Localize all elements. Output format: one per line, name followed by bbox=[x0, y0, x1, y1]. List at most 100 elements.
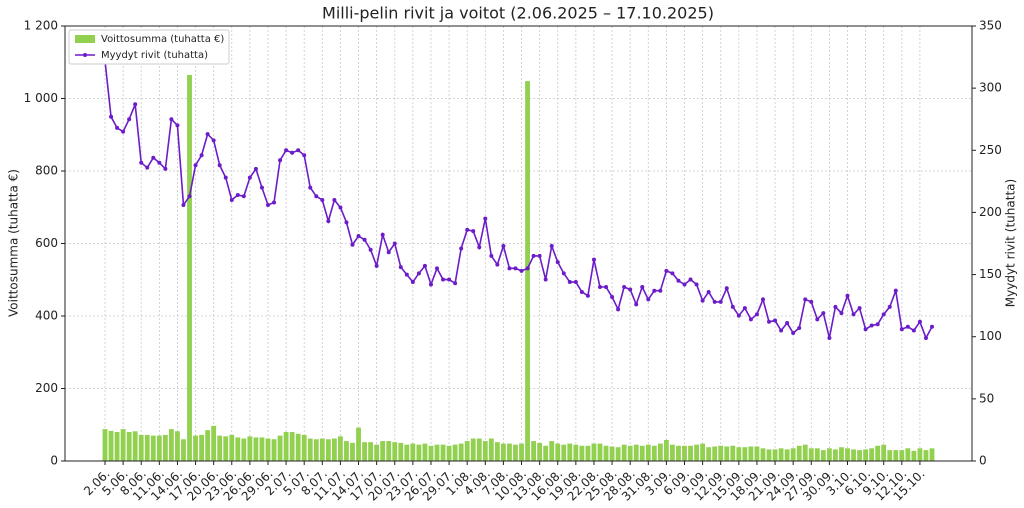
line-point bbox=[779, 328, 784, 333]
line-point bbox=[115, 125, 120, 130]
line-point bbox=[869, 323, 874, 328]
line-point bbox=[875, 322, 880, 327]
line-point bbox=[284, 148, 289, 153]
bar bbox=[754, 446, 760, 461]
bar bbox=[760, 448, 766, 461]
bar bbox=[826, 448, 832, 461]
line-point bbox=[259, 185, 264, 190]
bar bbox=[277, 435, 283, 461]
bar bbox=[156, 435, 162, 461]
line-point bbox=[706, 289, 711, 294]
line-point bbox=[573, 280, 578, 285]
bar bbox=[543, 445, 549, 461]
bar bbox=[500, 443, 506, 461]
line-point bbox=[718, 299, 723, 304]
line-point bbox=[561, 271, 566, 276]
bar bbox=[670, 444, 675, 461]
bar bbox=[591, 443, 597, 461]
bar bbox=[331, 438, 337, 461]
bar bbox=[537, 442, 543, 461]
bar bbox=[851, 449, 856, 461]
line-point bbox=[923, 335, 928, 340]
line-point bbox=[169, 117, 174, 122]
bar bbox=[845, 448, 850, 461]
bar bbox=[507, 443, 512, 461]
line-point bbox=[217, 163, 222, 168]
line-point bbox=[785, 321, 790, 326]
line-point bbox=[193, 163, 198, 168]
line-point bbox=[646, 297, 651, 302]
line-point bbox=[320, 198, 325, 202]
bar bbox=[193, 435, 198, 461]
bar bbox=[132, 431, 138, 461]
line-point bbox=[712, 299, 717, 304]
line-point bbox=[760, 297, 765, 302]
bar bbox=[688, 445, 693, 461]
line-point bbox=[278, 158, 283, 163]
line-point bbox=[392, 241, 397, 246]
bar bbox=[639, 445, 645, 461]
line-point bbox=[519, 268, 524, 273]
line-point bbox=[151, 155, 156, 160]
line-point bbox=[917, 319, 922, 324]
legend: Voittosumma (tuhatta €) Myydyt rivit (tuh… bbox=[68, 29, 230, 65]
line-point bbox=[688, 277, 693, 282]
line-point bbox=[730, 304, 735, 309]
line-point bbox=[616, 307, 621, 312]
bar bbox=[700, 443, 706, 461]
bar bbox=[114, 432, 120, 461]
line-point bbox=[881, 312, 886, 317]
chart-title: Milli-pelin rivit ja voitot (2.06.2025 –… bbox=[322, 4, 714, 23]
bar bbox=[712, 446, 718, 461]
bar bbox=[567, 443, 573, 461]
line-point bbox=[326, 219, 331, 224]
bar bbox=[706, 447, 712, 461]
bar bbox=[525, 81, 530, 461]
y-tick-label: 0 bbox=[50, 454, 58, 468]
bar bbox=[356, 427, 361, 461]
bar bbox=[494, 442, 500, 461]
line-point bbox=[211, 138, 216, 143]
bar bbox=[820, 450, 826, 461]
bar bbox=[796, 445, 802, 461]
y-tick-label: 200 bbox=[35, 381, 58, 395]
bar bbox=[905, 448, 911, 461]
bar bbox=[519, 443, 524, 461]
line-point bbox=[199, 153, 204, 158]
line-point bbox=[157, 160, 162, 165]
line-point bbox=[579, 289, 584, 294]
legend-box bbox=[68, 29, 230, 65]
line-point bbox=[229, 198, 234, 202]
bar bbox=[265, 438, 271, 461]
line-point bbox=[127, 117, 132, 122]
line-point bbox=[694, 282, 699, 287]
bar bbox=[138, 434, 144, 461]
line-point bbox=[374, 263, 379, 268]
line-point bbox=[700, 298, 705, 303]
line-point bbox=[555, 260, 560, 265]
bar bbox=[814, 448, 820, 461]
bar bbox=[380, 441, 386, 461]
line-point bbox=[501, 243, 506, 248]
line-point bbox=[809, 299, 814, 304]
line-point bbox=[338, 205, 343, 210]
line-point bbox=[670, 271, 675, 276]
line-point bbox=[109, 114, 114, 119]
line-point bbox=[567, 280, 572, 285]
line-point bbox=[362, 237, 367, 242]
y2-tick-label: 250 bbox=[979, 143, 1002, 157]
y-tick-label: 1 200 bbox=[24, 19, 58, 33]
line-point bbox=[513, 266, 518, 271]
y2-tick-label: 100 bbox=[979, 329, 1002, 343]
bar bbox=[362, 442, 367, 461]
bar bbox=[748, 446, 754, 461]
bar bbox=[428, 445, 434, 461]
bar bbox=[205, 430, 211, 461]
bar bbox=[549, 441, 555, 461]
bar bbox=[368, 442, 374, 461]
bar bbox=[283, 432, 289, 461]
line-point bbox=[368, 247, 373, 252]
y-tick-label: 600 bbox=[35, 236, 58, 250]
bar bbox=[772, 449, 778, 461]
